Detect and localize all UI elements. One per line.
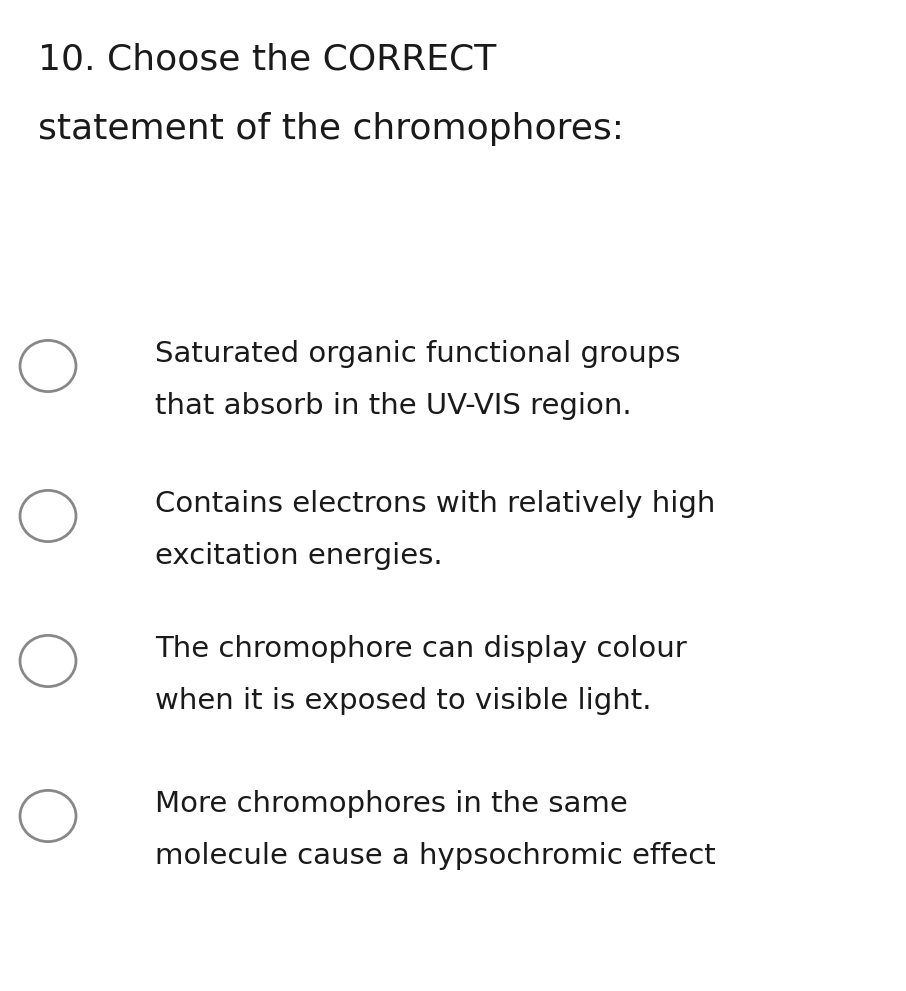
Text: More chromophores in the same: More chromophores in the same [155,790,628,818]
Text: Contains electrons with relatively high: Contains electrons with relatively high [155,490,716,518]
Text: that absorb in the UV-VIS region.: that absorb in the UV-VIS region. [155,392,631,420]
Text: The chromophore can display colour: The chromophore can display colour [155,635,687,663]
Text: excitation energies.: excitation energies. [155,542,443,570]
Text: statement of the chromophores:: statement of the chromophores: [38,112,624,146]
Text: Saturated organic functional groups: Saturated organic functional groups [155,340,680,368]
Text: 10. Choose the CORRECT: 10. Choose the CORRECT [38,42,496,76]
Text: when it is exposed to visible light.: when it is exposed to visible light. [155,687,651,715]
Text: molecule cause a hypsochromic effect: molecule cause a hypsochromic effect [155,842,716,870]
